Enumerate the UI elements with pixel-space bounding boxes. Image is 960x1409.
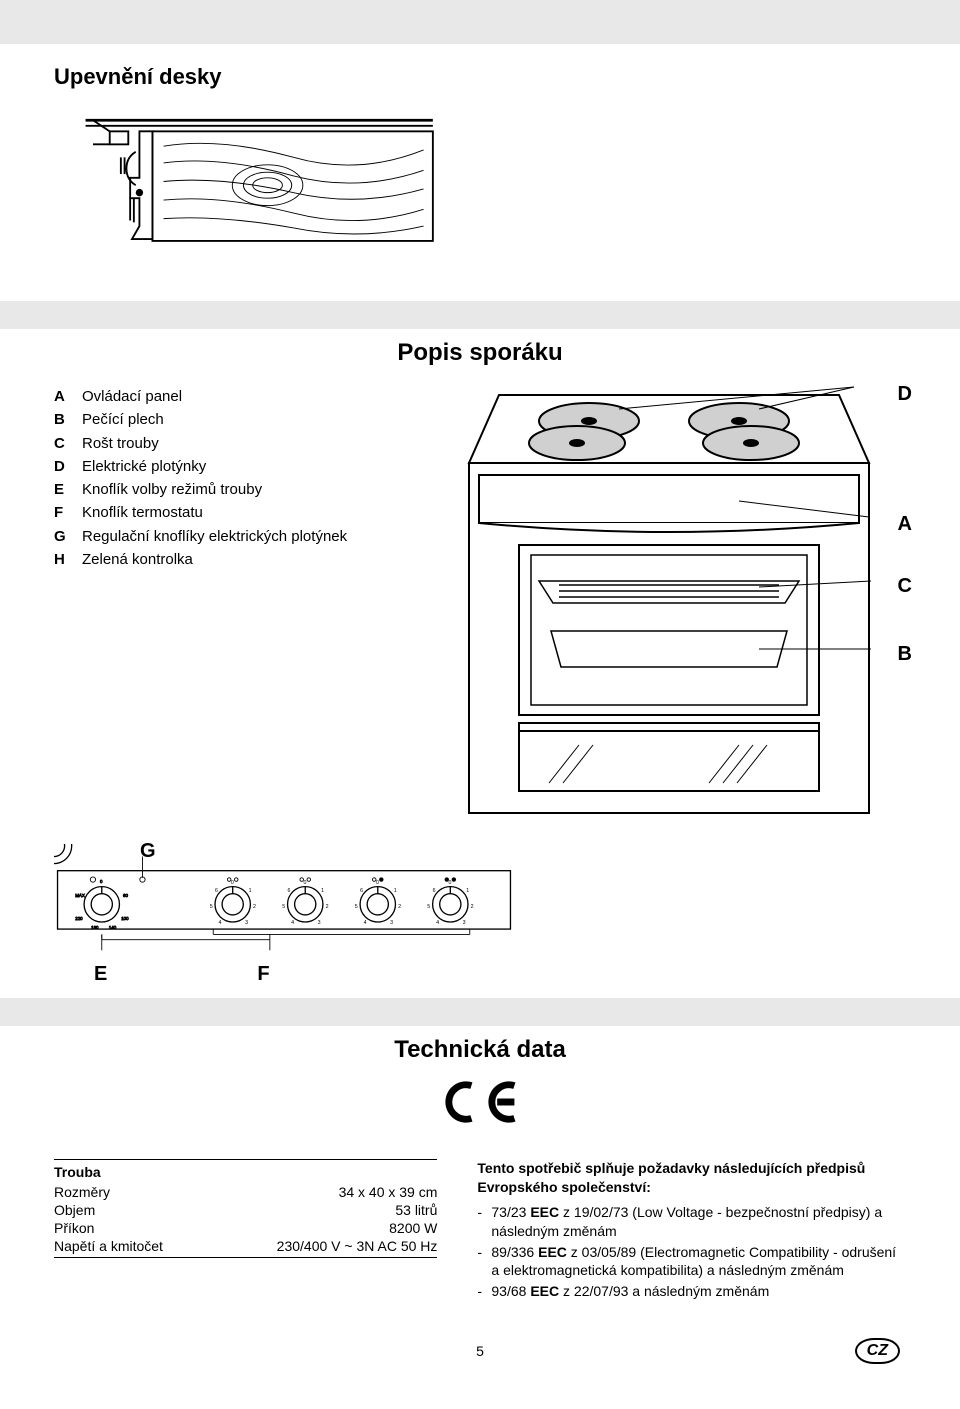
svg-text:2: 2 [253, 904, 256, 910]
diagram-label-A: A [898, 513, 912, 536]
legend-D: Elektrické plotýnky [82, 455, 429, 478]
svg-text:0: 0 [376, 880, 379, 886]
diagram-label-C: C [898, 575, 912, 598]
svg-text:4: 4 [291, 920, 294, 926]
tech-specs-table: Trouba Rozměry 34 x 40 x 39 cm Objem 53 li… [54, 1159, 437, 1303]
compliance-item: -73/23 EEC z 19/02/73 (Low Voltage - bez… [477, 1203, 906, 1241]
svg-text:0: 0 [449, 880, 452, 886]
spec-val: 8200 W [389, 1220, 437, 1236]
svg-text:4: 4 [364, 920, 367, 926]
title-tech: Technická data [54, 1036, 906, 1064]
svg-text:220: 220 [75, 916, 83, 921]
page-footer: 5 CZ [0, 1343, 960, 1359]
spec-key: Napětí a kmitočet [54, 1238, 163, 1254]
spec-key: Objem [54, 1202, 95, 1218]
svg-text:1: 1 [249, 888, 252, 894]
fastening-figure [54, 108, 906, 273]
title-fastening: Upevnění desky [54, 64, 906, 90]
svg-text:0: 0 [231, 880, 234, 886]
svg-text:2: 2 [471, 904, 474, 910]
svg-text:6: 6 [360, 888, 363, 894]
lang-badge: CZ [855, 1338, 900, 1364]
legend-F: Knoflík termostatu [82, 501, 429, 524]
page-number: 5 [476, 1343, 484, 1359]
svg-text:6: 6 [288, 888, 291, 894]
svg-text:1: 1 [394, 888, 397, 894]
svg-text:1: 1 [321, 888, 324, 894]
compliance-block: Tento spotřebič splňuje požadavky násled… [477, 1159, 906, 1303]
svg-text:4: 4 [436, 920, 439, 926]
svg-text:2: 2 [326, 904, 329, 910]
svg-text:4: 4 [219, 920, 222, 926]
svg-text:1: 1 [466, 888, 469, 894]
tech-left-hdr: Trouba [54, 1164, 437, 1180]
section-bar-tech [0, 998, 960, 1026]
legend-E: Knoflík volby režimů trouby [82, 478, 429, 501]
control-panel-figure: G [54, 844, 906, 986]
svg-text:6: 6 [215, 888, 218, 894]
legend-G: Regulační knoflíky elektrických plotýnek [82, 525, 429, 548]
svg-text:60: 60 [123, 893, 128, 898]
title-popis: Popis sporáku [54, 339, 906, 367]
ce-mark-icon [54, 1078, 906, 1131]
diagram-label-F: F [257, 963, 269, 986]
svg-text:3: 3 [245, 920, 248, 926]
svg-text:5: 5 [282, 904, 285, 910]
compliance-hdr: Tento spotřebič splňuje požadavky násled… [477, 1159, 906, 1197]
header-gray-bar [0, 0, 960, 44]
svg-text:3: 3 [463, 920, 466, 926]
svg-text:3: 3 [390, 920, 393, 926]
legend-C: Rošt trouby [82, 432, 429, 455]
spec-key: Rozměry [54, 1184, 110, 1200]
svg-text:6: 6 [433, 888, 436, 894]
legend-B: Pečící plech [82, 408, 429, 431]
legend-list: AOvládací panel BPečící plech CRošt trou… [54, 385, 429, 830]
svg-text:180: 180 [91, 925, 99, 930]
svg-text:5: 5 [210, 904, 213, 910]
svg-text:5: 5 [427, 904, 430, 910]
svg-text:0: 0 [303, 880, 306, 886]
spec-val: 34 x 40 x 39 cm [339, 1184, 438, 1200]
svg-text:2: 2 [398, 904, 401, 910]
svg-text:100: 100 [121, 916, 129, 921]
spec-key: Příkon [54, 1220, 94, 1236]
section-bar-popis [0, 301, 960, 329]
diagram-label-D: D [898, 383, 912, 406]
spec-val: 230/400 V ~ 3N AC 50 Hz [277, 1238, 438, 1254]
diagram-label-E: E [94, 963, 107, 986]
svg-text:3: 3 [318, 920, 321, 926]
diagram-label-B: B [898, 643, 912, 666]
compliance-item: -89/336 EEC z 03/05/89 (Electromagnetic … [477, 1243, 906, 1281]
svg-text:MAX: MAX [75, 893, 85, 898]
oven-diagram: D A C B [459, 385, 906, 830]
legend-H: Zelená kontrolka [82, 548, 429, 571]
spec-val: 53 litrů [395, 1202, 437, 1218]
compliance-item: -93/68 EEC z 22/07/93 a následným změnám [477, 1282, 906, 1301]
legend-A: Ovládací panel [82, 385, 429, 408]
svg-text:140: 140 [109, 925, 117, 930]
svg-text:5: 5 [355, 904, 358, 910]
diagram-label-G: G [140, 840, 156, 863]
